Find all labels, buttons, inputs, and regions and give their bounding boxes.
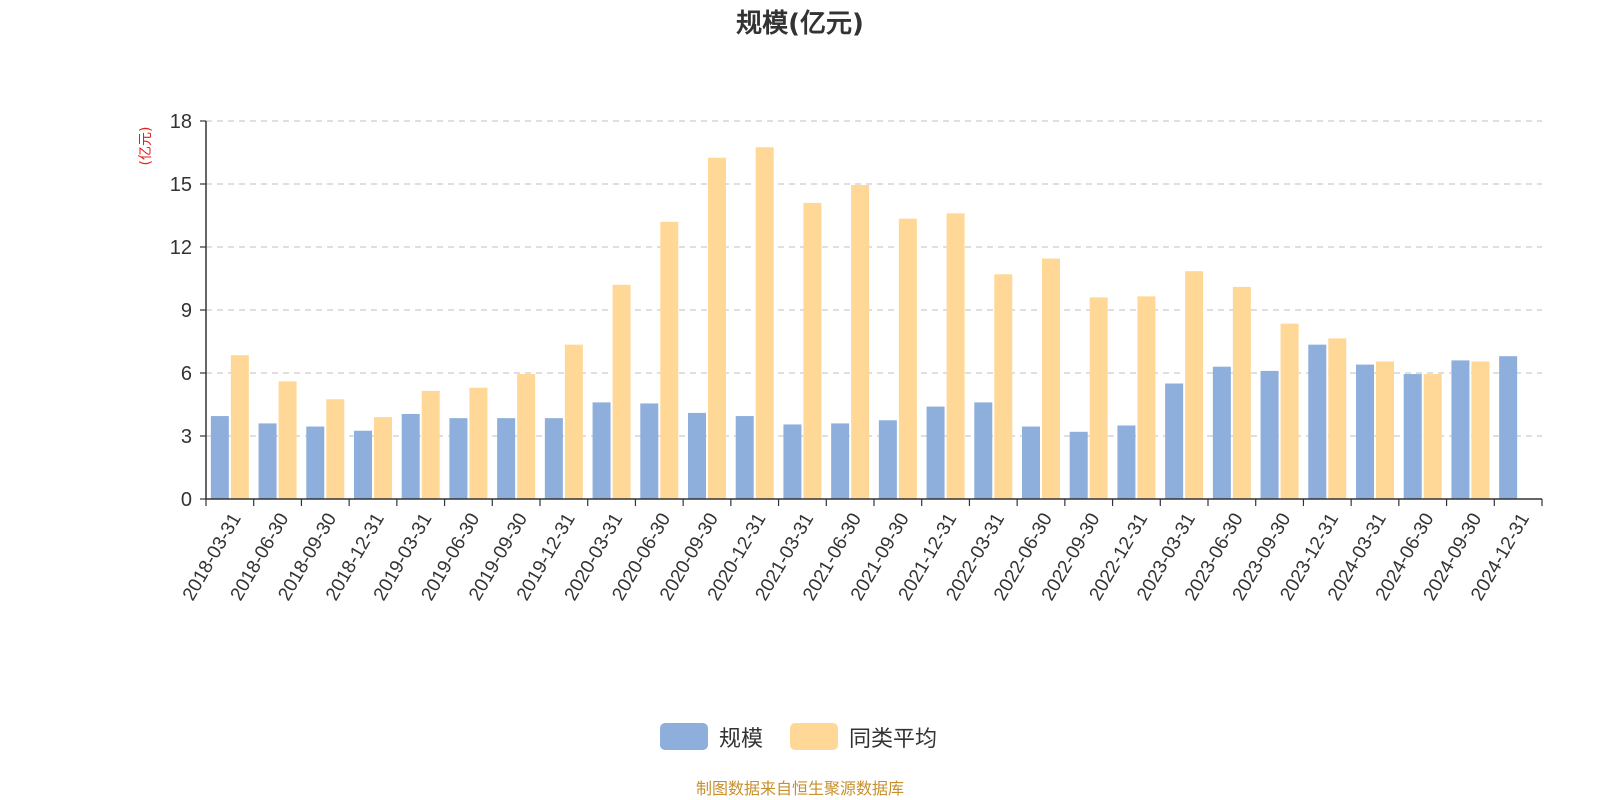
bar-scale[interactable] (497, 418, 516, 499)
bar-scale[interactable] (354, 430, 372, 499)
bar-peer-average[interactable] (1280, 323, 1299, 499)
bar-peer-average[interactable] (994, 274, 1013, 499)
bar-scale[interactable] (1356, 364, 1374, 499)
legend: 规模 同类平均 (660, 723, 937, 752)
bar-scale[interactable] (1260, 370, 1279, 499)
y-tick-label: 12 (170, 237, 192, 259)
bar-scale[interactable] (544, 418, 563, 499)
bar-peer-average[interactable] (1471, 361, 1490, 499)
y-tick-label: 18 (170, 111, 192, 133)
bar-scale[interactable] (1069, 431, 1088, 499)
bar-peer-average[interactable] (1185, 271, 1204, 499)
bar-scale[interactable] (449, 418, 468, 499)
y-tick-label: 15 (170, 174, 192, 196)
bar-peer-average[interactable] (1089, 297, 1108, 499)
bar-peer-average[interactable] (851, 185, 870, 500)
bar-scale[interactable] (306, 426, 325, 499)
legend-swatch-peer-average (790, 723, 838, 750)
bar-peer-average[interactable] (946, 213, 965, 499)
bar-scale[interactable] (831, 423, 850, 499)
bar-peer-average[interactable] (230, 355, 249, 499)
bar-scale[interactable] (401, 413, 420, 499)
bar-peer-average[interactable] (1232, 286, 1251, 499)
bar-peer-average[interactable] (660, 221, 679, 500)
bar-peer-average[interactable] (326, 399, 345, 499)
legend-label-peer-average: 同类平均 (849, 727, 937, 752)
bar-scale[interactable] (926, 406, 945, 499)
bar-scale[interactable] (1022, 426, 1040, 499)
bar-peer-average[interactable] (1376, 361, 1394, 499)
y-tick-label: 9 (181, 300, 192, 322)
bar-scale[interactable] (210, 416, 229, 499)
y-axis-unit-label: (亿元) (138, 127, 154, 166)
bar-peer-average[interactable] (278, 381, 297, 499)
chart-title: 规模(亿元) (736, 9, 864, 39)
data-source-note: 制图数据来自恒生聚源数据库 (696, 779, 904, 798)
bar-scale[interactable] (1403, 374, 1422, 499)
y-tick-label: 0 (181, 489, 192, 511)
bar-scale[interactable] (1212, 366, 1231, 499)
bar-scale[interactable] (592, 402, 611, 499)
legend-label-scale: 规模 (719, 727, 763, 752)
bar-peer-average[interactable] (517, 374, 536, 499)
x-tick-labels: 2018-03-312018-06-302018-09-302018-12-31… (179, 510, 1534, 605)
y-tick-label: 3 (181, 426, 192, 448)
bar-scale[interactable] (735, 416, 754, 499)
bar-peer-average[interactable] (612, 284, 631, 499)
bar-scale[interactable] (688, 412, 706, 499)
bar-scale[interactable] (640, 403, 659, 499)
bar-peer-average[interactable] (374, 417, 392, 499)
legend-item-scale[interactable]: 规模 (660, 723, 763, 752)
bar-peer-average[interactable] (755, 147, 774, 499)
axes (200, 120, 1543, 506)
bar-peer-average[interactable] (564, 344, 583, 499)
bar-peer-average[interactable] (469, 387, 488, 499)
bar-scale[interactable] (258, 423, 277, 499)
bar-peer-average[interactable] (708, 157, 726, 499)
bar-scale[interactable] (1451, 360, 1470, 499)
bar-scale[interactable] (878, 420, 897, 499)
bar-peer-average[interactable] (1137, 296, 1156, 499)
y-tick-labels: 0 3 6 9 12 15 18 (170, 111, 192, 511)
legend-swatch-scale (660, 723, 708, 750)
bar-scale[interactable] (974, 402, 993, 499)
bar-peer-average[interactable] (1328, 338, 1347, 499)
bar-scale[interactable] (1499, 356, 1518, 499)
bar-peer-average[interactable] (421, 390, 440, 499)
bar-peer-average[interactable] (1423, 374, 1442, 499)
bar-peer-average[interactable] (1042, 258, 1060, 499)
y-tick-label: 6 (181, 363, 192, 385)
bar-scale[interactable] (1165, 383, 1184, 500)
bars (210, 147, 1518, 500)
bar-peer-average[interactable] (898, 218, 917, 499)
bar-scale[interactable] (1308, 344, 1327, 499)
bar-scale[interactable] (1117, 425, 1136, 500)
bar-scale[interactable] (783, 424, 802, 499)
legend-item-peer-average[interactable]: 同类平均 (790, 723, 937, 752)
bar-peer-average[interactable] (803, 202, 822, 499)
